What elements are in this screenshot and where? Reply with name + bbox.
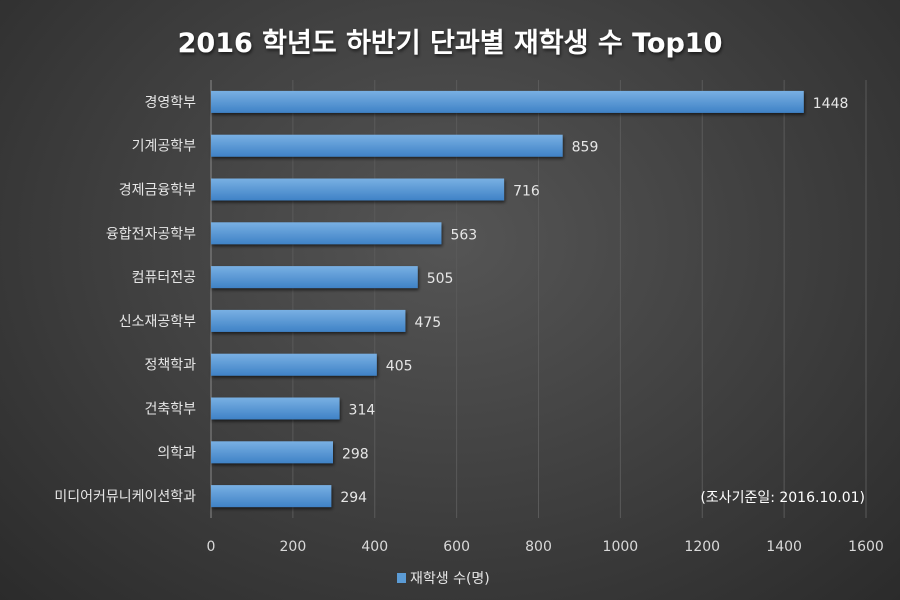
legend-label: 재학생 수(명): [410, 571, 490, 587]
category-label: 융합전자공학부: [106, 226, 196, 242]
bar: [211, 178, 505, 201]
x-tick-label: 400: [361, 539, 388, 555]
data-label: 1448: [813, 96, 849, 112]
data-label: 716: [513, 184, 540, 200]
data-label: 505: [427, 271, 454, 287]
category-label: 건축학부: [144, 402, 196, 418]
x-tick-label: 600: [443, 539, 470, 555]
category-label: 의학과: [157, 445, 196, 461]
category-label: 경제금융학부: [119, 183, 196, 199]
x-tick-label: 0: [207, 539, 216, 555]
data-label: 475: [414, 315, 441, 331]
bar: [211, 266, 418, 289]
x-tick-label: 200: [280, 539, 307, 555]
category-label: 신소재공학부: [119, 314, 196, 330]
category-label: 정책학과: [144, 358, 196, 374]
category-label: 컴퓨터전공: [132, 270, 197, 286]
x-tick-label: 1600: [848, 539, 884, 555]
legend-swatch: [397, 573, 406, 583]
bar: [211, 90, 804, 113]
data-label: 859: [572, 140, 599, 156]
bar: [211, 222, 442, 245]
bar: [211, 353, 377, 376]
x-tick-label: 800: [525, 539, 552, 555]
data-label: 314: [349, 403, 376, 419]
data-label: 298: [342, 446, 369, 462]
bar: [211, 485, 332, 508]
annotation: (조사기준일: 2016.10.01): [700, 490, 865, 506]
category-label: 기계공학부: [132, 139, 197, 155]
bar: [211, 397, 340, 420]
data-label: 563: [450, 227, 477, 243]
bar: [211, 309, 406, 332]
x-tick-label: 1000: [603, 539, 639, 555]
category-label: 경영학부: [144, 95, 196, 111]
data-label: 294: [340, 490, 367, 506]
category-label: 미디어커뮤니케이션학과: [54, 489, 196, 505]
chart-title: 2016 학년도 하반기 단과별 재학생 수 Top10: [178, 28, 723, 59]
x-tick-label: 1200: [684, 539, 720, 555]
data-label: 405: [386, 359, 413, 375]
x-tick-label: 1400: [766, 539, 802, 555]
bar: [211, 441, 333, 464]
bar: [211, 134, 563, 157]
